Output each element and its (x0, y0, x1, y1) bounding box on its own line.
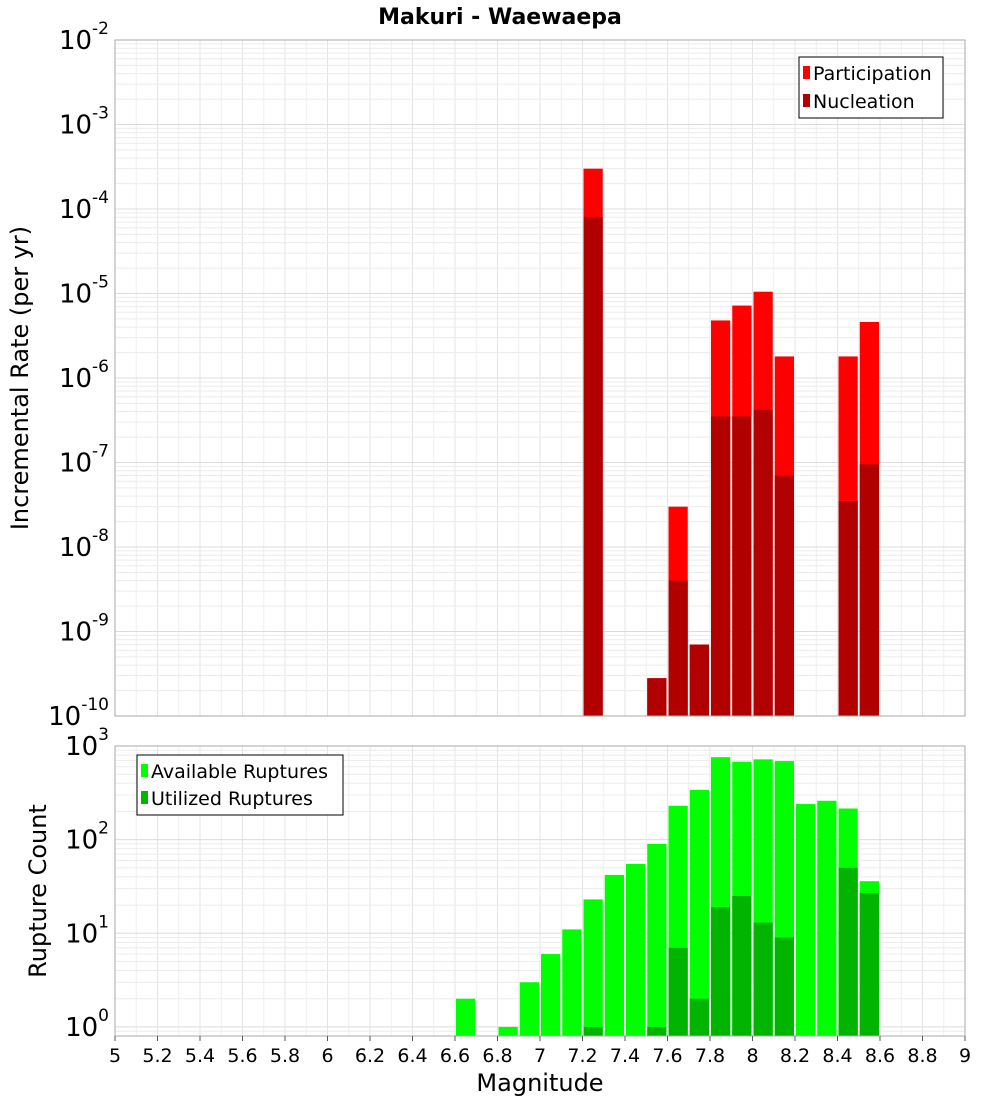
x-tick-label: 6 (321, 1045, 333, 1067)
rate-y-axis-label: Incremental Rate (per yr) (6, 226, 34, 530)
rate-plot-bars (583, 168, 879, 717)
count-y-tick-label: 100 (65, 1006, 109, 1043)
x-tick-label: 8.6 (865, 1045, 895, 1067)
rate-nucleation-bar (689, 644, 709, 716)
count-available-ruptures-bar (456, 998, 476, 1036)
rate-y-tick-label: 10-2 (59, 19, 109, 56)
magnitude-x-axis-ticks: 5 5.2 5.4 5.6 5.8 6 6.2 6.4 6.6 6.8 7 7.2 7.4 7.6 7.8 8… (109, 1036, 971, 1067)
count-y-tick-label: 103 (65, 725, 109, 762)
count-utilized-ruptures-bar (711, 907, 731, 1036)
rate-y-axis-ticks: 10-10 10-9 10-8 10-7 10-6 10-5 10-4 10-3 10-2 (48, 19, 109, 732)
count-utilized-ruptures-bar (689, 998, 709, 1036)
x-tick-label: 7.2 (567, 1045, 597, 1067)
available-legend-label: Available Ruptures (151, 761, 328, 783)
count-legend: Available Ruptures Utilized Ruptures (136, 754, 344, 816)
participation-legend-swatch (803, 66, 810, 79)
count-utilized-ruptures-bar (774, 937, 794, 1036)
x-tick-label: 6.8 (482, 1045, 512, 1067)
count-utilized-ruptures-bar (647, 1026, 667, 1036)
rate-plot-frame (114, 39, 966, 717)
rate-nucleation-bar (647, 678, 667, 716)
rate-nucleation-bar (753, 409, 773, 716)
count-available-ruptures-bar (626, 863, 646, 1036)
rate-legend-box (798, 56, 944, 119)
magnitude-x-axis-label: Magnitude (476, 1069, 603, 1097)
rate-y-tick-label: 10-9 (59, 611, 109, 648)
count-available-ruptures-bar (541, 954, 561, 1036)
rate-nucleation-bar (838, 501, 858, 716)
x-tick-label: 6.4 (397, 1045, 427, 1067)
nucleation-legend-label: Nucleation (813, 91, 915, 113)
count-utilized-ruptures-bar (668, 947, 688, 1036)
count-utilized-ruptures-bar (583, 1026, 603, 1036)
count-y-tick-label: 102 (65, 819, 109, 856)
count-available-ruptures-bar (498, 1026, 518, 1036)
rate-nucleation-bar (668, 580, 688, 716)
x-tick-label: 9 (959, 1045, 971, 1067)
count-y-axis-ticks: 100 101 102 103 (65, 725, 109, 1043)
rate-y-tick-label: 10-10 (48, 695, 109, 732)
count-utilized-ruptures-bar (753, 922, 773, 1036)
participation-legend-label: Participation (813, 63, 932, 85)
count-available-ruptures-bar (583, 899, 603, 1036)
count-available-ruptures-bar (796, 804, 816, 1036)
x-tick-label: 7.6 (652, 1045, 682, 1067)
count-plot-bars (456, 757, 879, 1036)
count-available-ruptures-bar (817, 800, 837, 1036)
count-legend-box (136, 754, 344, 816)
x-tick-label: 6.6 (440, 1045, 470, 1067)
rate-legend: Participation Nucleation (798, 56, 944, 119)
rate-y-tick-label: 10-8 (59, 526, 109, 563)
rate-y-tick-label: 10-7 (59, 442, 109, 479)
x-tick-label: 5.4 (185, 1045, 215, 1067)
rate-y-tick-label: 10-4 (59, 188, 109, 225)
x-tick-label: 5.2 (142, 1045, 172, 1067)
rate-nucleation-bar (859, 464, 879, 716)
x-tick-label: 8.4 (822, 1045, 852, 1067)
rate-nucleation-bar (774, 475, 794, 716)
count-utilized-ruptures-bar (859, 892, 879, 1036)
x-tick-label: 5.6 (227, 1045, 257, 1067)
x-tick-label: 7.8 (695, 1045, 725, 1067)
x-tick-label: 7.4 (610, 1045, 640, 1067)
x-tick-label: 7 (534, 1045, 546, 1067)
chart-title: Makuri - Waewaepa (378, 5, 622, 30)
nucleation-legend-swatch (803, 94, 810, 107)
rate-nucleation-bar (583, 217, 603, 716)
count-y-axis-label: Rupture Count (24, 804, 52, 978)
count-available-ruptures-bar (689, 789, 709, 1036)
count-utilized-ruptures-bar (732, 896, 752, 1036)
count-available-ruptures-bar (519, 982, 539, 1036)
x-tick-label: 5.8 (270, 1045, 300, 1067)
rate-nucleation-bar (732, 416, 752, 716)
available-legend-swatch (141, 764, 148, 777)
rate-y-tick-label: 10-5 (59, 273, 109, 310)
x-tick-label: 5 (109, 1045, 121, 1067)
x-tick-label: 8 (746, 1045, 758, 1067)
count-available-ruptures-bar (562, 929, 582, 1036)
x-tick-label: 6.2 (355, 1045, 385, 1067)
rate-nucleation-bar (711, 416, 731, 716)
count-y-tick-label: 101 (65, 912, 109, 949)
count-available-ruptures-bar (604, 874, 624, 1036)
rate-y-tick-label: 10-3 (59, 104, 109, 141)
x-tick-label: 8.2 (780, 1045, 810, 1067)
count-utilized-ruptures-bar (838, 867, 858, 1036)
rate-y-tick-label: 10-6 (59, 357, 109, 394)
utilized-legend-label: Utilized Ruptures (151, 788, 313, 810)
utilized-legend-swatch (141, 791, 148, 804)
count-available-ruptures-bar (647, 843, 667, 1036)
x-tick-label: 8.8 (907, 1045, 937, 1067)
rate-plot-grid (114, 40, 966, 717)
